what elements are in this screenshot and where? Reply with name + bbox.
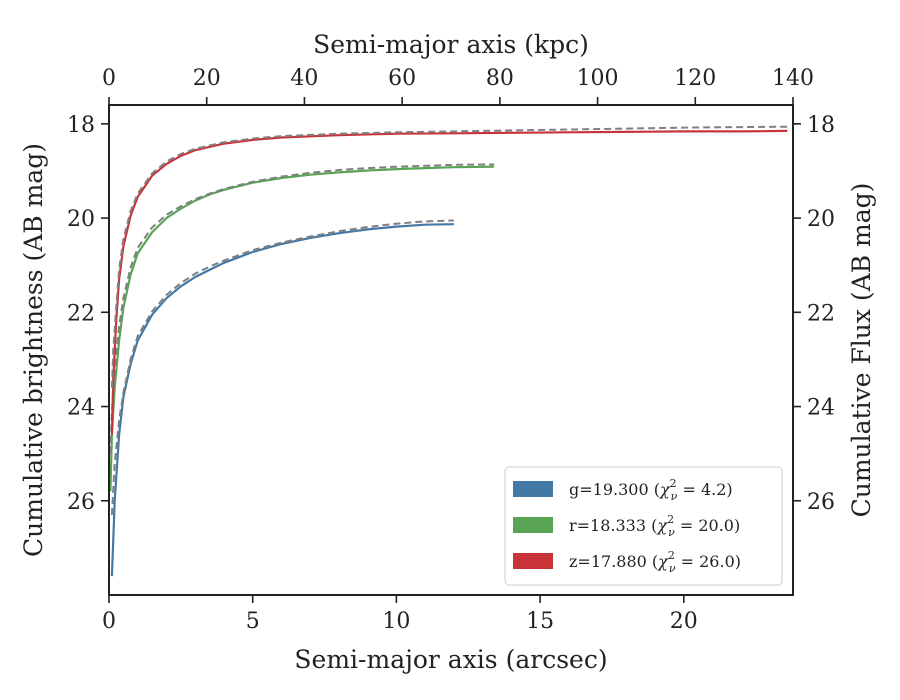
model-line-z: [110, 125, 788, 388]
right-y-tick-label: 24: [807, 396, 835, 421]
legend-swatch-r: [513, 517, 553, 533]
series-line-g: [110, 223, 454, 577]
top-x-tick-label: 60: [388, 66, 416, 91]
legend-label-g: g=19.300 (χ2 ν = 4.2): [569, 477, 733, 503]
legend-label-z: z=17.880 (χ2 ν = 26.0): [569, 549, 741, 575]
y-tick-label: 26: [67, 490, 95, 515]
left-y-axis: 18 20 22 24 26: [67, 113, 109, 515]
right-y-axis-label: Cumulative Flux (AB mag): [847, 183, 876, 518]
y-axis-label: Cumulative brightness (AB mag): [19, 143, 48, 557]
legend-label-r: r=18.333 (χ2 ν = 20.0): [569, 513, 740, 539]
right-y-tick-label: 26: [807, 490, 835, 515]
plot-frame: [108, 104, 794, 596]
x-tick-label: 0: [102, 609, 116, 634]
top-x-tick-label: 120: [674, 66, 716, 91]
y-tick-label: 24: [67, 396, 95, 421]
model-line-r: [109, 163, 495, 454]
legend-swatch-g: [513, 481, 553, 497]
series-line-z: [110, 129, 788, 435]
legend-swatch-z: [513, 553, 553, 569]
top-x-tick-label: 20: [193, 66, 221, 91]
top-x-axis-label: Semi-major axis (kpc): [313, 30, 589, 59]
bottom-x-axis: 0 5 10 15 20: [102, 595, 698, 634]
top-x-tick-label: 40: [290, 66, 318, 91]
right-y-axis: 18 20 22 24 26: [793, 113, 835, 515]
top-x-tick-label: 100: [577, 66, 619, 91]
series-layer: [109, 125, 788, 577]
right-y-tick-label: 22: [807, 301, 835, 326]
legend-frame: [504, 466, 783, 586]
x-axis-label: Semi-major axis (arcsec): [294, 645, 607, 674]
y-tick-label: 22: [67, 301, 95, 326]
top-x-tick-label: 140: [772, 66, 814, 91]
top-x-axis: 0 20 40 60 80 100 120 140: [102, 66, 814, 105]
top-x-tick-label: 0: [102, 66, 116, 91]
x-tick-label: 10: [382, 609, 410, 634]
right-y-tick-label: 20: [807, 207, 835, 232]
model-line-g: [110, 219, 454, 515]
series-line-r: [109, 165, 495, 492]
right-y-tick-label: 18: [807, 113, 835, 138]
x-tick-label: 5: [246, 609, 260, 634]
x-tick-label: 20: [670, 609, 698, 634]
legend: g=19.300 (χ2 ν = 4.2) r=18.333 (χ2 ν = 20.0…: [504, 466, 783, 586]
x-tick-label: 15: [526, 609, 554, 634]
y-tick-label: 18: [67, 113, 95, 138]
y-tick-label: 20: [67, 207, 95, 232]
top-x-tick-label: 80: [486, 66, 514, 91]
